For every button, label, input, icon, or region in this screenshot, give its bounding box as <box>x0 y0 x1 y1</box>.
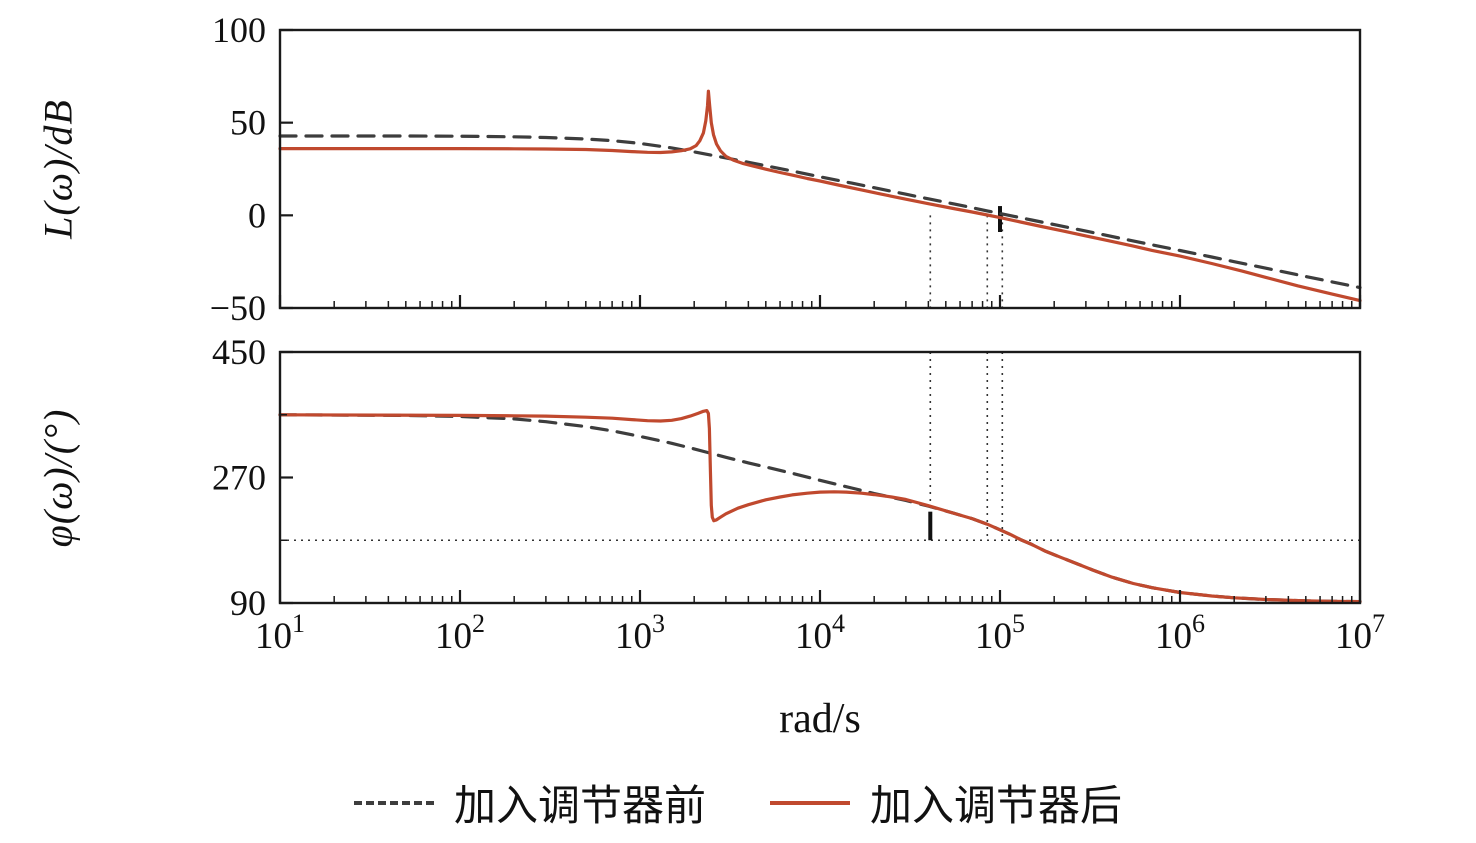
x-tick-label: 106 <box>1155 609 1205 657</box>
x-axis-label: rad/s <box>779 696 861 742</box>
x-tick-label: 102 <box>435 609 485 657</box>
legend-item-after-regulator: 加入调节器后 <box>770 772 1122 833</box>
y-tick-label: 50 <box>230 103 266 143</box>
dashed-line-swatch <box>353 800 434 805</box>
y-tick-label: 0 <box>248 195 266 235</box>
y-tick-label: 100 <box>212 10 266 50</box>
y-tick-label: 450 <box>212 332 266 372</box>
mag-panel-frame <box>278 28 1362 310</box>
legend-label-before: 加入调节器前 <box>453 782 706 829</box>
legend-label-after: 加入调节器后 <box>870 782 1123 829</box>
curve-phase-series-0 <box>278 413 1362 604</box>
x-tick-label: 104 <box>795 609 845 657</box>
x-tick-label: 107 <box>1335 609 1385 657</box>
phase-panel-frame <box>278 350 1362 605</box>
curve-phase-series-1 <box>278 409 1362 604</box>
x-tick-label: 103 <box>615 609 665 657</box>
x-tick-label: 105 <box>975 609 1025 657</box>
curve-mag-series-0 <box>278 134 1362 290</box>
x-tick-label: 101 <box>255 609 305 657</box>
curve-mag-series-1 <box>278 89 1362 303</box>
solid-line-swatch <box>770 800 850 805</box>
y-tick-label: 90 <box>230 583 266 623</box>
magnitude-y-axis-label: L(ω)/dB <box>35 99 81 239</box>
legend-item-before-regulator: 加入调节器前 <box>353 772 706 833</box>
phase-y-axis-label: φ(ω)/(°) <box>35 408 81 548</box>
y-tick-label: 270 <box>212 458 266 498</box>
y-tick-label: −50 <box>210 288 266 328</box>
legend: 加入调节器前 加入调节器后 <box>0 772 1476 833</box>
